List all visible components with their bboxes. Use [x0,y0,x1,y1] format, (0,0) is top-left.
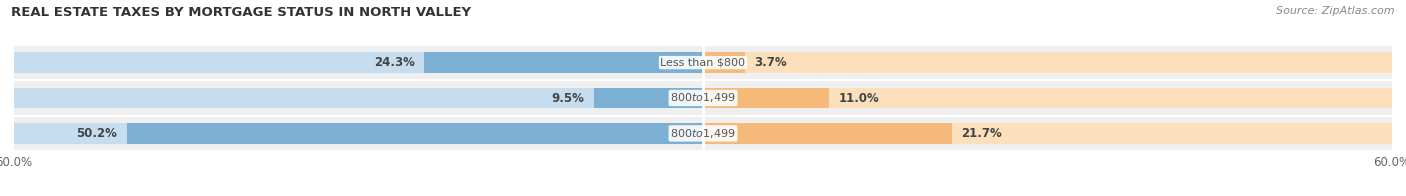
Text: REAL ESTATE TAXES BY MORTGAGE STATUS IN NORTH VALLEY: REAL ESTATE TAXES BY MORTGAGE STATUS IN … [11,6,471,19]
Text: $800 to $1,499: $800 to $1,499 [671,92,735,104]
Text: 3.7%: 3.7% [755,56,787,69]
Bar [703,88,1392,108]
Bar [703,123,1392,144]
Bar [14,116,1392,151]
Bar [703,52,1392,73]
Bar [703,88,830,108]
Text: 21.7%: 21.7% [962,127,1002,140]
Bar [14,80,1392,116]
Text: $800 to $1,499: $800 to $1,499 [671,127,735,140]
Bar [593,88,703,108]
Text: 9.5%: 9.5% [553,92,585,104]
Bar [14,123,703,144]
Bar [127,123,703,144]
Bar [14,88,703,108]
Bar [14,45,1392,80]
Bar [703,52,745,73]
Text: Source: ZipAtlas.com: Source: ZipAtlas.com [1277,6,1395,16]
Bar [425,52,703,73]
Bar [703,123,952,144]
Bar [14,52,703,73]
Text: 24.3%: 24.3% [374,56,415,69]
Text: Less than $800: Less than $800 [661,58,745,68]
Text: 11.0%: 11.0% [838,92,879,104]
Text: 50.2%: 50.2% [76,127,117,140]
